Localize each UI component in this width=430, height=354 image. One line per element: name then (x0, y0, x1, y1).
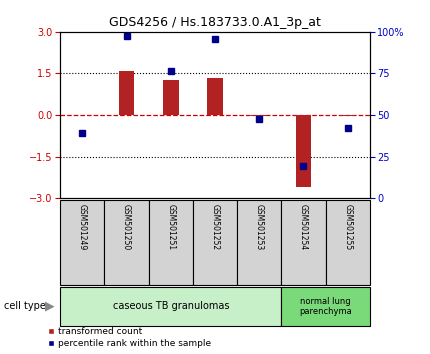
Bar (60, 200, 104, 285)
Text: GSM501249: GSM501249 (78, 204, 87, 251)
Text: GSM501251: GSM501251 (166, 204, 175, 250)
Bar (60, 287, 281, 326)
Bar (207, 78, 223, 115)
Bar (296, 115, 311, 187)
Bar (193, 200, 237, 285)
Text: GSM501252: GSM501252 (211, 204, 219, 250)
Legend: transformed count, percentile rank within the sample: transformed count, percentile rank withi… (47, 327, 212, 348)
Text: GDS4256 / Hs.183733.0.A1_3p_at: GDS4256 / Hs.183733.0.A1_3p_at (109, 16, 321, 29)
Bar (104, 200, 149, 285)
Bar (149, 200, 193, 285)
Bar (281, 200, 326, 285)
Text: normal lung
parenchyma: normal lung parenchyma (299, 297, 352, 316)
Text: GSM501253: GSM501253 (255, 204, 264, 251)
Text: caseous TB granulomas: caseous TB granulomas (113, 301, 229, 311)
Text: GSM501254: GSM501254 (299, 204, 308, 251)
Text: GSM501255: GSM501255 (343, 204, 352, 251)
Text: ▶: ▶ (45, 300, 54, 313)
Bar (281, 287, 370, 326)
Bar (163, 80, 178, 115)
Bar (252, 115, 267, 116)
Bar (237, 200, 281, 285)
Text: GSM501250: GSM501250 (122, 204, 131, 251)
Bar (119, 71, 134, 115)
Text: cell type: cell type (4, 301, 46, 311)
Bar (326, 200, 370, 285)
Bar (340, 115, 356, 116)
